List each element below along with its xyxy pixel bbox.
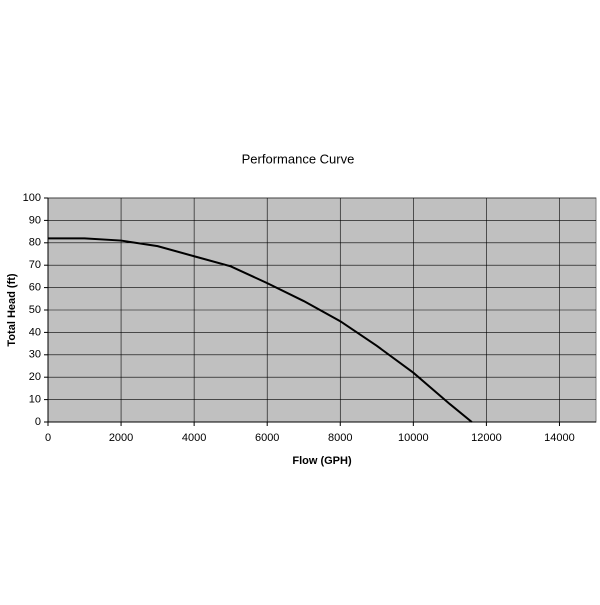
x-tick-label: 2000 xyxy=(109,432,133,444)
y-tick-label: 0 xyxy=(35,416,41,428)
y-axis-title: Total Head (ft) xyxy=(6,273,18,346)
x-tick-label: 8000 xyxy=(328,432,352,444)
y-tick-label: 70 xyxy=(29,259,41,271)
x-tick-label: 10000 xyxy=(398,432,429,444)
x-tick-label: 14000 xyxy=(544,432,575,444)
x-tick-label: 6000 xyxy=(255,432,279,444)
x-tick-label: 4000 xyxy=(182,432,206,444)
line xyxy=(48,237,473,423)
y-tick-label: 30 xyxy=(29,349,41,361)
x-tick-label: 0 xyxy=(45,432,51,444)
y-tick-label: 90 xyxy=(29,214,41,226)
y-tick-label: 50 xyxy=(29,304,41,316)
y-tick-label: 60 xyxy=(29,282,41,294)
chart-title: Performance Curve xyxy=(242,151,355,166)
y-tick-label: 80 xyxy=(29,237,41,249)
y-tick-label: 10 xyxy=(29,394,41,406)
y-tick-label: 20 xyxy=(29,371,41,383)
y-tick-label: 40 xyxy=(29,326,41,338)
x-axis-title: Flow (GPH) xyxy=(292,455,352,467)
y-tick-label: 100 xyxy=(23,192,41,204)
x-tick-label: 12000 xyxy=(471,432,502,444)
